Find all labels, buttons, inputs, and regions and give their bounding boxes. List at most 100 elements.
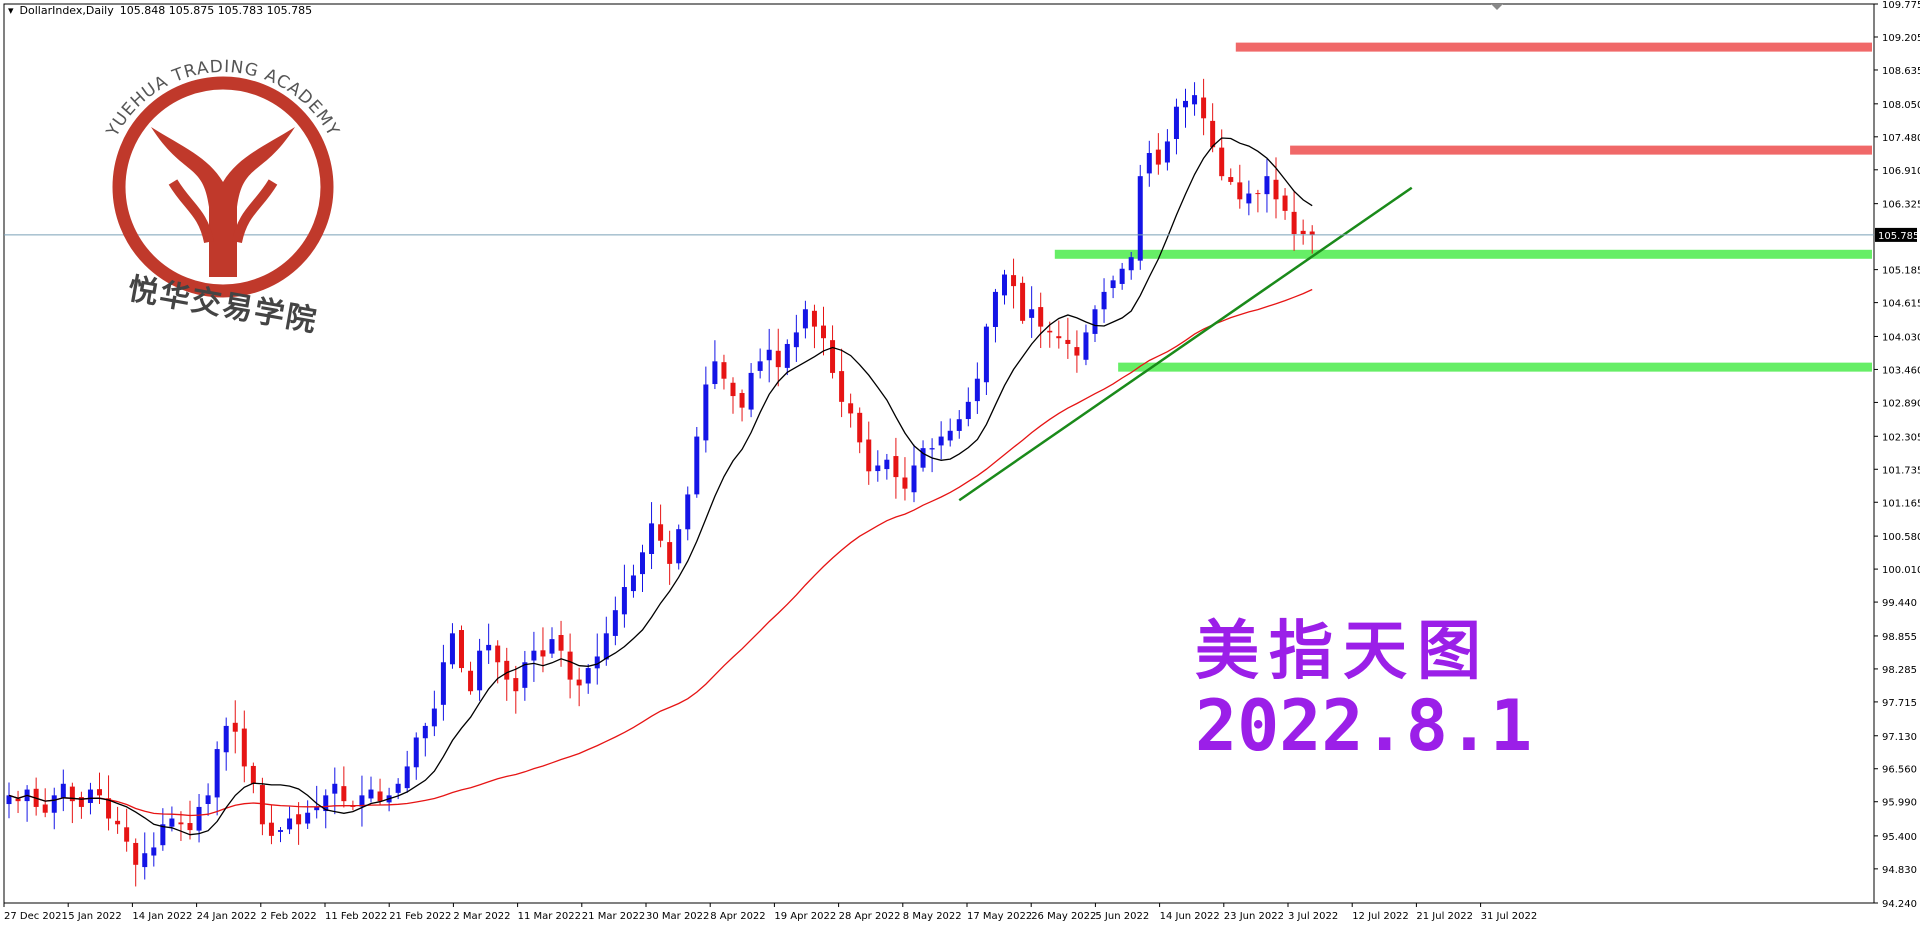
candle	[884, 453, 890, 480]
candle-body	[893, 456, 899, 478]
candle-body	[486, 644, 492, 651]
candle-body	[106, 798, 112, 819]
candle	[440, 644, 446, 721]
candle-body	[649, 523, 655, 555]
candle	[178, 811, 184, 841]
x-tick-label: 24 Jan 2022	[197, 911, 257, 922]
candle	[576, 667, 582, 707]
candle	[1011, 258, 1017, 309]
candle-body	[802, 309, 808, 329]
candle	[33, 777, 39, 816]
candle	[866, 421, 872, 485]
y-tick-label: 108.635	[1882, 66, 1920, 77]
candle-body	[1228, 177, 1234, 182]
candle-body	[413, 737, 419, 768]
logo-ring	[112, 76, 334, 298]
candle-body	[640, 552, 645, 575]
candle	[422, 722, 428, 757]
candle-body	[178, 822, 184, 825]
candle-body	[268, 822, 274, 836]
candle	[730, 377, 736, 414]
candle	[151, 832, 157, 867]
candle-body	[133, 842, 139, 865]
candle-body	[929, 448, 935, 450]
x-tick-label: 2 Feb 2022	[261, 911, 317, 922]
candle	[214, 741, 220, 816]
x-tick-label: 2 Mar 2022	[453, 911, 510, 922]
candle-body	[431, 708, 437, 727]
candle-body	[1291, 211, 1297, 235]
candle-body	[368, 789, 374, 799]
candle	[223, 717, 229, 771]
candle	[449, 623, 455, 669]
candle-body	[332, 783, 338, 794]
y-tick-label: 100.580	[1882, 532, 1920, 543]
candle	[431, 690, 437, 737]
candle	[992, 288, 998, 343]
candle	[78, 791, 84, 819]
logo-cn-text: 悦华交易学院	[125, 272, 320, 340]
candle-body	[956, 419, 962, 431]
x-tick-label: 5 Jan 2022	[68, 911, 122, 922]
candle-body	[630, 575, 636, 592]
y-tick-label: 96.560	[1882, 765, 1917, 776]
candle-body	[422, 725, 428, 739]
candle	[739, 389, 745, 422]
y-tick-label: 98.285	[1882, 665, 1917, 676]
candle-body	[540, 650, 546, 657]
chart-menu-arrow-icon[interactable]: ▾	[8, 4, 14, 17]
candle	[477, 638, 483, 701]
candle-body	[459, 630, 464, 669]
candle	[69, 782, 75, 824]
candle	[929, 438, 935, 473]
candle	[784, 339, 790, 376]
candle	[413, 732, 419, 780]
candle-body	[60, 783, 66, 799]
y-tick-label: 102.890	[1882, 398, 1920, 409]
y-tick-label: 101.735	[1882, 465, 1920, 476]
y-tick-label: 97.715	[1882, 698, 1917, 709]
candle-body	[1065, 339, 1071, 344]
candle	[1029, 286, 1035, 338]
candle	[667, 530, 673, 585]
candle-body	[214, 749, 220, 798]
candle	[232, 700, 238, 754]
candle	[1020, 276, 1026, 324]
candle-body	[259, 785, 265, 825]
candle	[133, 838, 139, 887]
candle	[368, 776, 374, 803]
candle	[965, 387, 971, 427]
candle	[259, 777, 265, 836]
candle	[821, 306, 826, 356]
candle	[721, 354, 727, 390]
x-tick-label: 5 Jun 2022	[1095, 911, 1149, 922]
candle-body	[793, 332, 799, 348]
candle-body	[223, 725, 229, 753]
candle	[241, 710, 247, 783]
current-price-label: 105.785	[1878, 231, 1919, 242]
candle-body	[1020, 282, 1026, 321]
y-tick-label: 104.615	[1882, 299, 1920, 310]
candle-body	[1237, 182, 1243, 200]
x-tick-label: 28 Apr 2022	[839, 911, 901, 922]
candle-body	[51, 795, 57, 813]
candle	[1309, 225, 1315, 254]
candle-body	[15, 798, 21, 802]
trend-line[interactable]	[958, 186, 1413, 502]
candle-body	[341, 786, 347, 802]
candle	[1282, 188, 1288, 220]
scroll-marker-icon[interactable]	[1491, 4, 1503, 10]
candle-body	[1083, 332, 1089, 360]
y-tick-label: 107.480	[1882, 133, 1920, 144]
candle-body	[97, 789, 102, 796]
y-tick-label: 97.130	[1882, 732, 1917, 743]
candle-body	[69, 786, 75, 802]
candle	[839, 348, 845, 418]
candle-body	[522, 662, 528, 688]
price-zone	[1118, 362, 1872, 372]
candle-body	[612, 610, 618, 636]
candle	[205, 783, 211, 816]
candle	[766, 328, 772, 383]
